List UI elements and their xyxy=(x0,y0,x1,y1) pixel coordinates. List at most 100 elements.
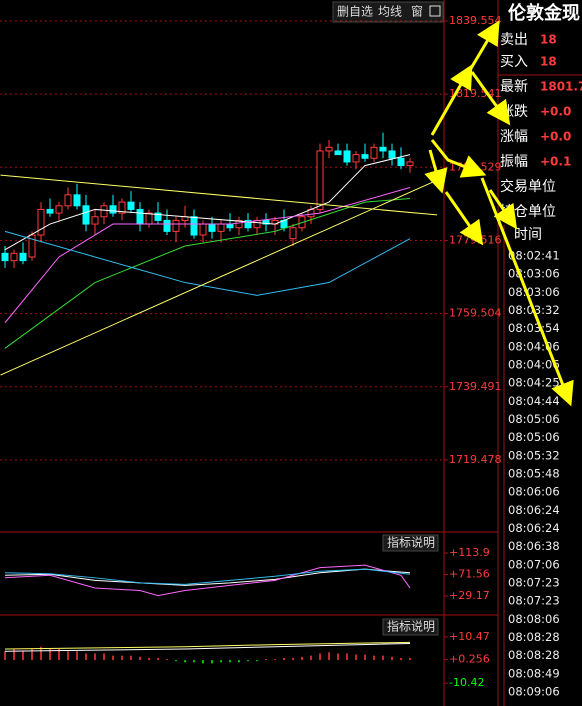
trade-time: 08:03:06 xyxy=(508,267,560,281)
y-tick-label: 1759.504 xyxy=(449,307,502,320)
candle-body xyxy=(163,219,171,232)
candle-body xyxy=(334,150,342,156)
candle-body xyxy=(316,150,324,210)
arrow xyxy=(470,71,511,126)
candle-body xyxy=(154,212,162,221)
candle-body xyxy=(343,150,351,163)
candle-body xyxy=(262,219,270,225)
indicator-button[interactable] xyxy=(382,534,439,552)
candle-body xyxy=(64,194,72,207)
toolbar-button[interactable]: 窗 xyxy=(411,5,423,19)
trade-time: 08:06:38 xyxy=(508,539,560,553)
toolbar-icon[interactable] xyxy=(429,5,441,17)
candle-body xyxy=(370,146,378,159)
candle-body xyxy=(136,208,144,225)
indicator-button-label[interactable]: 指标说明 xyxy=(387,535,435,550)
candle-body xyxy=(145,212,153,225)
candle-body xyxy=(91,216,99,225)
trade-time: 08:07:06 xyxy=(508,557,560,571)
candle-body xyxy=(217,223,225,232)
candle-body xyxy=(397,157,405,167)
quote-value: 18 xyxy=(540,55,557,69)
trade-time: 08:04:06 xyxy=(508,358,560,372)
candle-body xyxy=(199,223,207,236)
candle-body xyxy=(190,216,198,236)
arrow xyxy=(444,191,484,246)
trade-time: 08:06:24 xyxy=(508,503,560,517)
indicator-line xyxy=(0,179,438,376)
toolbar xyxy=(332,1,444,23)
y-tick-label: +0.256 xyxy=(449,653,490,666)
trade-time: 08:08:28 xyxy=(508,630,560,644)
trade-time: 08:05:32 xyxy=(508,448,560,462)
quote-label: 交易单位 xyxy=(500,178,556,195)
indicator-line xyxy=(0,174,438,216)
y-tick-label: +29.17 xyxy=(449,589,490,602)
trade-time: 08:08:49 xyxy=(508,666,560,680)
y-tick-label: 1739.491 xyxy=(449,380,502,393)
candle-body xyxy=(172,219,180,232)
candle-body xyxy=(388,150,396,159)
trade-time: 08:03:54 xyxy=(508,321,560,335)
candle-body xyxy=(73,194,81,207)
candle-body xyxy=(46,208,54,214)
trade-time: 08:02:41 xyxy=(508,249,560,263)
toolbar-button[interactable]: 删自选 xyxy=(337,5,373,19)
quote-value: +0.1 xyxy=(540,155,571,169)
trade-time: 08:05:06 xyxy=(508,430,560,444)
candle-body xyxy=(208,223,216,232)
candle-body xyxy=(361,154,369,159)
candle-body xyxy=(118,201,126,214)
toolbar-button[interactable]: 均线 xyxy=(378,5,402,19)
candle-body xyxy=(1,252,9,262)
indicator-button-label[interactable]: 指标说明 xyxy=(387,619,435,634)
candle-body xyxy=(82,205,90,225)
trade-time: 08:07:23 xyxy=(508,576,560,590)
trade-time: 08:04:44 xyxy=(508,394,560,408)
y-tick-label: +10.47 xyxy=(449,630,490,643)
trade-time: 08:08:06 xyxy=(508,612,560,626)
quote-label: 最新 xyxy=(500,79,528,95)
candle-body xyxy=(19,252,27,262)
candle-body xyxy=(244,219,252,229)
candle-body xyxy=(127,201,135,210)
quote-title: 伦敦金现 xyxy=(508,2,580,24)
annotation-arrows xyxy=(424,20,574,407)
arrow xyxy=(488,189,518,230)
arrow xyxy=(468,20,500,71)
trade-time: 08:05:48 xyxy=(508,467,560,481)
trade-time: 08:03:06 xyxy=(508,285,560,299)
time-header: 时间 xyxy=(514,227,542,243)
trade-time: 08:04:06 xyxy=(508,339,560,353)
indicator-line xyxy=(4,568,411,586)
quote-label: 买入 xyxy=(500,54,528,70)
candle-body xyxy=(109,205,117,214)
indicator-line xyxy=(4,187,411,324)
y-tick-label: +71.56 xyxy=(449,567,490,580)
trade-time: 08:07:23 xyxy=(508,594,560,608)
trade-time: 08:09:06 xyxy=(508,685,560,699)
arrow xyxy=(430,64,473,136)
indicator-line xyxy=(4,197,411,349)
trade-time: 08:06:06 xyxy=(508,485,560,499)
indicator-line xyxy=(4,154,411,251)
candle-body xyxy=(100,205,108,218)
candle-body xyxy=(28,234,36,258)
indicator-line xyxy=(4,564,411,597)
candle-body xyxy=(37,208,45,236)
indicator-button[interactable] xyxy=(382,618,439,636)
candle-body xyxy=(325,146,333,152)
candle-body xyxy=(352,154,360,163)
candle-body xyxy=(235,219,243,229)
quote-label: 卖出 xyxy=(500,32,528,48)
indicator-line xyxy=(4,568,411,585)
indicator-line xyxy=(4,230,411,296)
quote-value: 1801.7 xyxy=(540,80,582,94)
y-tick-label: +113.9 xyxy=(449,546,490,559)
candle-body xyxy=(10,252,18,262)
trade-time: 08:08:28 xyxy=(508,648,560,662)
indicator-line xyxy=(4,642,411,652)
candle-body xyxy=(226,223,234,229)
